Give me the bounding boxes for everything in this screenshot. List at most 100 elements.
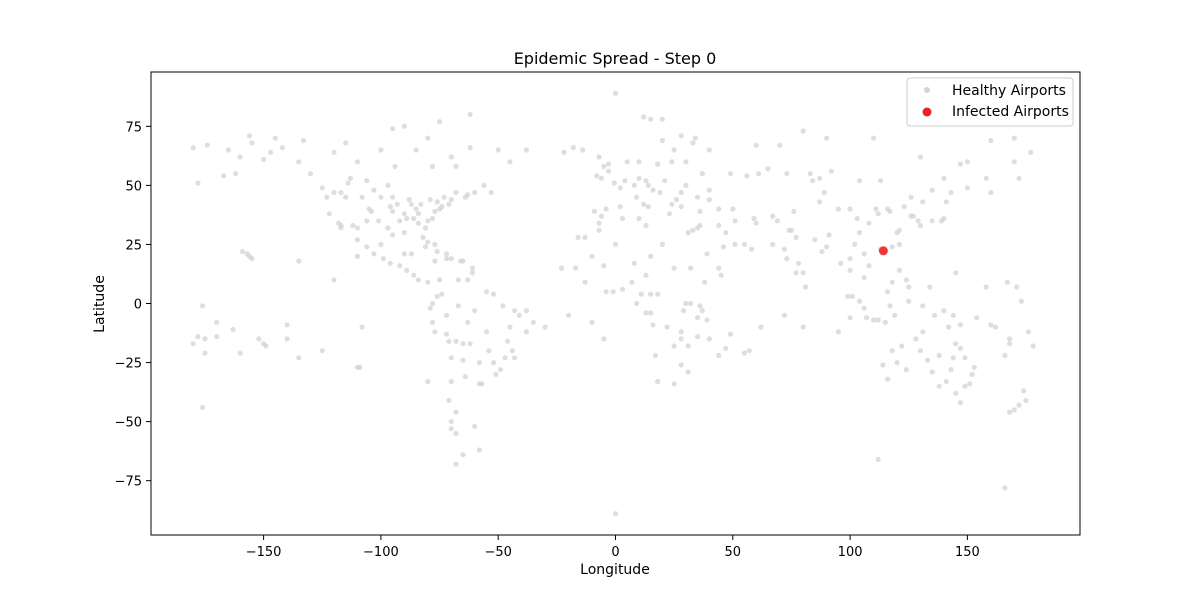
healthy-airport-point-52 [338,189,344,196]
x-tick-label-3: 0 [611,545,619,560]
healthy-airport-point-14 [354,225,360,231]
healthy-airport-point-45 [411,215,417,222]
healthy-airport-point-201 [964,159,971,165]
healthy-airport-point-310 [852,241,858,247]
points-layer [190,90,1036,517]
healthy-airport-point-275 [671,265,677,271]
healthy-airport-point-161 [662,178,668,184]
healthy-airport-point-400 [214,334,220,340]
healthy-airport-point-460 [589,319,595,325]
healthy-airport-point-166 [678,204,684,210]
healthy-airport-point-359 [810,178,816,184]
healthy-airport-point-288 [793,270,799,276]
healthy-airport-point-143 [465,319,471,325]
healthy-airport-point-299 [861,274,867,281]
y-tick-label-3: 0 [134,298,142,313]
healthy-airport-point-404 [927,284,933,290]
healthy-airport-point-297 [849,293,856,299]
healthy-airport-point-269 [741,350,748,356]
healthy-airport-point-332 [892,312,898,318]
healthy-airport-point-364 [885,376,891,382]
healthy-airport-point-265 [723,345,729,351]
healthy-airport-point-246 [634,300,640,307]
healthy-airport-point-139 [490,360,497,366]
healthy-airport-point-252 [697,303,703,309]
healthy-airport-point-298 [856,298,863,304]
legend-box [906,77,1074,127]
healthy-airport-point-151 [516,312,522,318]
healthy-airport-point-465 [835,329,842,335]
healthy-airport-point-217 [706,197,712,203]
healthy-airport-point-451 [422,244,429,250]
healthy-airport-point-35 [364,178,370,184]
healthy-airport-point-342 [753,220,759,226]
healthy-airport-point-346 [716,222,722,229]
healthy-airport-point-138 [483,329,490,335]
healthy-airport-point-105 [469,270,475,276]
healthy-airport-point-405 [983,284,989,290]
healthy-airport-point-301 [866,263,872,269]
healthy-airport-point-457 [331,277,337,283]
healthy-airport-point-111 [432,329,438,335]
healthy-airport-point-97 [411,272,417,278]
healthy-airport-point-29 [448,197,454,203]
healthy-airport-point-420 [875,456,881,462]
healthy-airport-point-239 [610,289,616,295]
healthy-airport-point-37 [390,194,396,200]
healthy-airport-point-300 [861,251,867,257]
healthy-airport-point-337 [950,312,956,318]
healthy-airport-point-349 [791,208,797,214]
healthy-airport-point-38 [401,211,407,217]
healthy-airport-point-82 [523,147,530,153]
healthy-airport-point-61 [465,192,471,198]
healthy-airport-point-249 [680,308,687,314]
healthy-airport-point-455 [354,253,360,259]
healthy-airport-point-17 [368,208,375,214]
healthy-airport-point-64 [481,182,487,188]
legend-marker-healthy [924,87,930,93]
healthy-airport-point-436 [596,154,602,160]
healthy-airport-point-319 [943,199,949,205]
healthy-airport-point-292 [812,237,818,243]
healthy-airport-point-343 [732,218,738,224]
healthy-airport-point-126 [448,426,454,432]
healthy-airport-point-344 [751,215,757,222]
healthy-airport-point-163 [673,197,680,203]
healthy-airport-point-157 [643,178,649,184]
legend-marker-infected [922,107,932,117]
healthy-airport-point-91 [401,251,407,257]
healthy-airport-point-430 [272,135,278,141]
healthy-airport-point-90 [338,225,344,231]
healthy-airport-point-122 [448,378,454,385]
healthy-airport-point-176 [594,173,600,179]
healthy-airport-point-165 [666,211,673,217]
healthy-airport-point-279 [589,253,595,259]
healthy-airport-point-204 [1011,135,1017,141]
healthy-airport-point-377 [943,378,949,385]
healthy-airport-point-28 [446,201,452,207]
healthy-airport-point-422 [453,461,459,467]
healthy-airport-point-245 [638,291,644,297]
healthy-airport-point-256 [678,329,684,335]
healthy-airport-point-43 [429,215,436,222]
healthy-airport-point-66 [429,163,436,170]
healthy-airport-point-109 [429,300,436,307]
healthy-airport-point-197 [878,178,884,184]
healthy-airport-point-363 [936,383,942,389]
healthy-airport-point-112 [446,338,452,344]
healthy-airport-point-94 [387,260,393,266]
healthy-airport-point-127 [453,430,459,436]
healthy-airport-point-89 [354,237,360,243]
healthy-airport-point-440 [659,116,666,122]
healthy-airport-point-338 [774,218,781,224]
x-axis: −150 −100 −50 0 50 100 150 [246,535,980,560]
healthy-airport-point-293 [824,244,830,250]
healthy-airport-point-248 [648,310,654,316]
healthy-airport-point-466 [847,315,853,321]
healthy-airport-point-242 [643,272,649,278]
healthy-airport-point-70 [343,140,349,146]
healthy-airport-point-119 [462,374,468,380]
healthy-airport-point-473 [1007,336,1013,342]
legend-label-healthy: Healthy Airports [952,83,1066,99]
healthy-airport-point-2 [268,149,274,155]
